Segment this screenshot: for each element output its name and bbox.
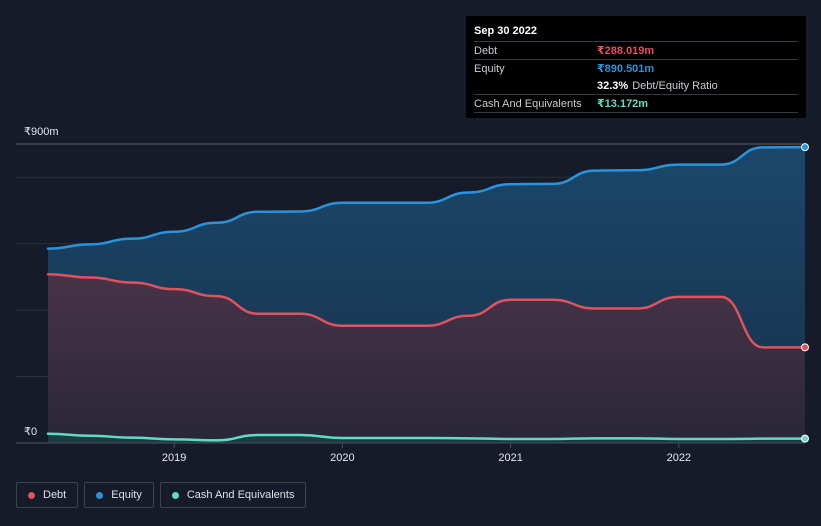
x-axis: 2019 2020 2021 2022 — [16, 442, 805, 464]
cash-line — [46, 432, 807, 442]
tooltip-equity-label: Equity — [474, 62, 505, 75]
tooltip-date: Sep 30 2022 — [474, 22, 798, 42]
legend-item-cash[interactable]: Cash And Equivalents — [159, 482, 307, 508]
series-endpoints — [801, 143, 809, 443]
debt-line — [46, 272, 807, 349]
tooltip-ratio-label: Debt/Equity Ratio — [632, 79, 718, 92]
series-lines — [46, 145, 807, 442]
y-axis-bottom-label: ₹0 — [24, 426, 37, 438]
tooltip-ratio-row: 32.3% Debt/Equity Ratio — [474, 77, 798, 95]
series-areas — [48, 147, 805, 444]
tooltip-ratio-value: 32.3% — [597, 79, 629, 92]
data-tooltip: Sep 30 2022 Debt ₹288.019m Equity ₹890.5… — [466, 16, 806, 118]
debt-dot-icon — [28, 491, 35, 499]
tooltip-equity-value: ₹890.501m — [597, 63, 655, 75]
x-tick-label: 2019 — [162, 452, 186, 464]
cash-dot-icon — [171, 491, 179, 499]
x-tick-label: 2021 — [498, 452, 522, 464]
debt-area — [48, 274, 805, 443]
legend-equity-label: Equity — [111, 489, 142, 501]
cash-endpoint — [801, 434, 809, 443]
tooltip-cash-label: Cash And Equivalents — [474, 97, 582, 110]
tooltip-debt-row: Debt ₹288.019m — [474, 42, 798, 60]
chart-legend: Debt Equity Cash And Equivalents — [16, 482, 307, 508]
equity-line — [46, 145, 807, 250]
y-axis-top-label: ₹900m — [24, 126, 59, 138]
x-tick-label: 2020 — [330, 452, 354, 464]
debt-endpoint — [801, 343, 809, 352]
legend-item-equity[interactable]: Equity — [84, 482, 154, 508]
x-tick-label: 2022 — [667, 452, 691, 464]
tooltip-debt-value: ₹288.019m — [597, 45, 655, 57]
tooltip-cash-value: ₹13.172m — [597, 98, 649, 110]
equity-dot-icon — [96, 491, 104, 499]
tooltip-debt-label: Debt — [474, 44, 498, 57]
equity-endpoint — [801, 143, 809, 152]
legend-cash-label: Cash And Equivalents — [186, 489, 295, 501]
tooltip-equity-row: Equity ₹890.501m — [474, 60, 798, 77]
tooltip-cash-row: Cash And Equivalents ₹13.172m — [474, 95, 798, 113]
legend-debt-label: Debt — [43, 489, 67, 501]
legend-item-debt[interactable]: Debt — [16, 482, 79, 508]
